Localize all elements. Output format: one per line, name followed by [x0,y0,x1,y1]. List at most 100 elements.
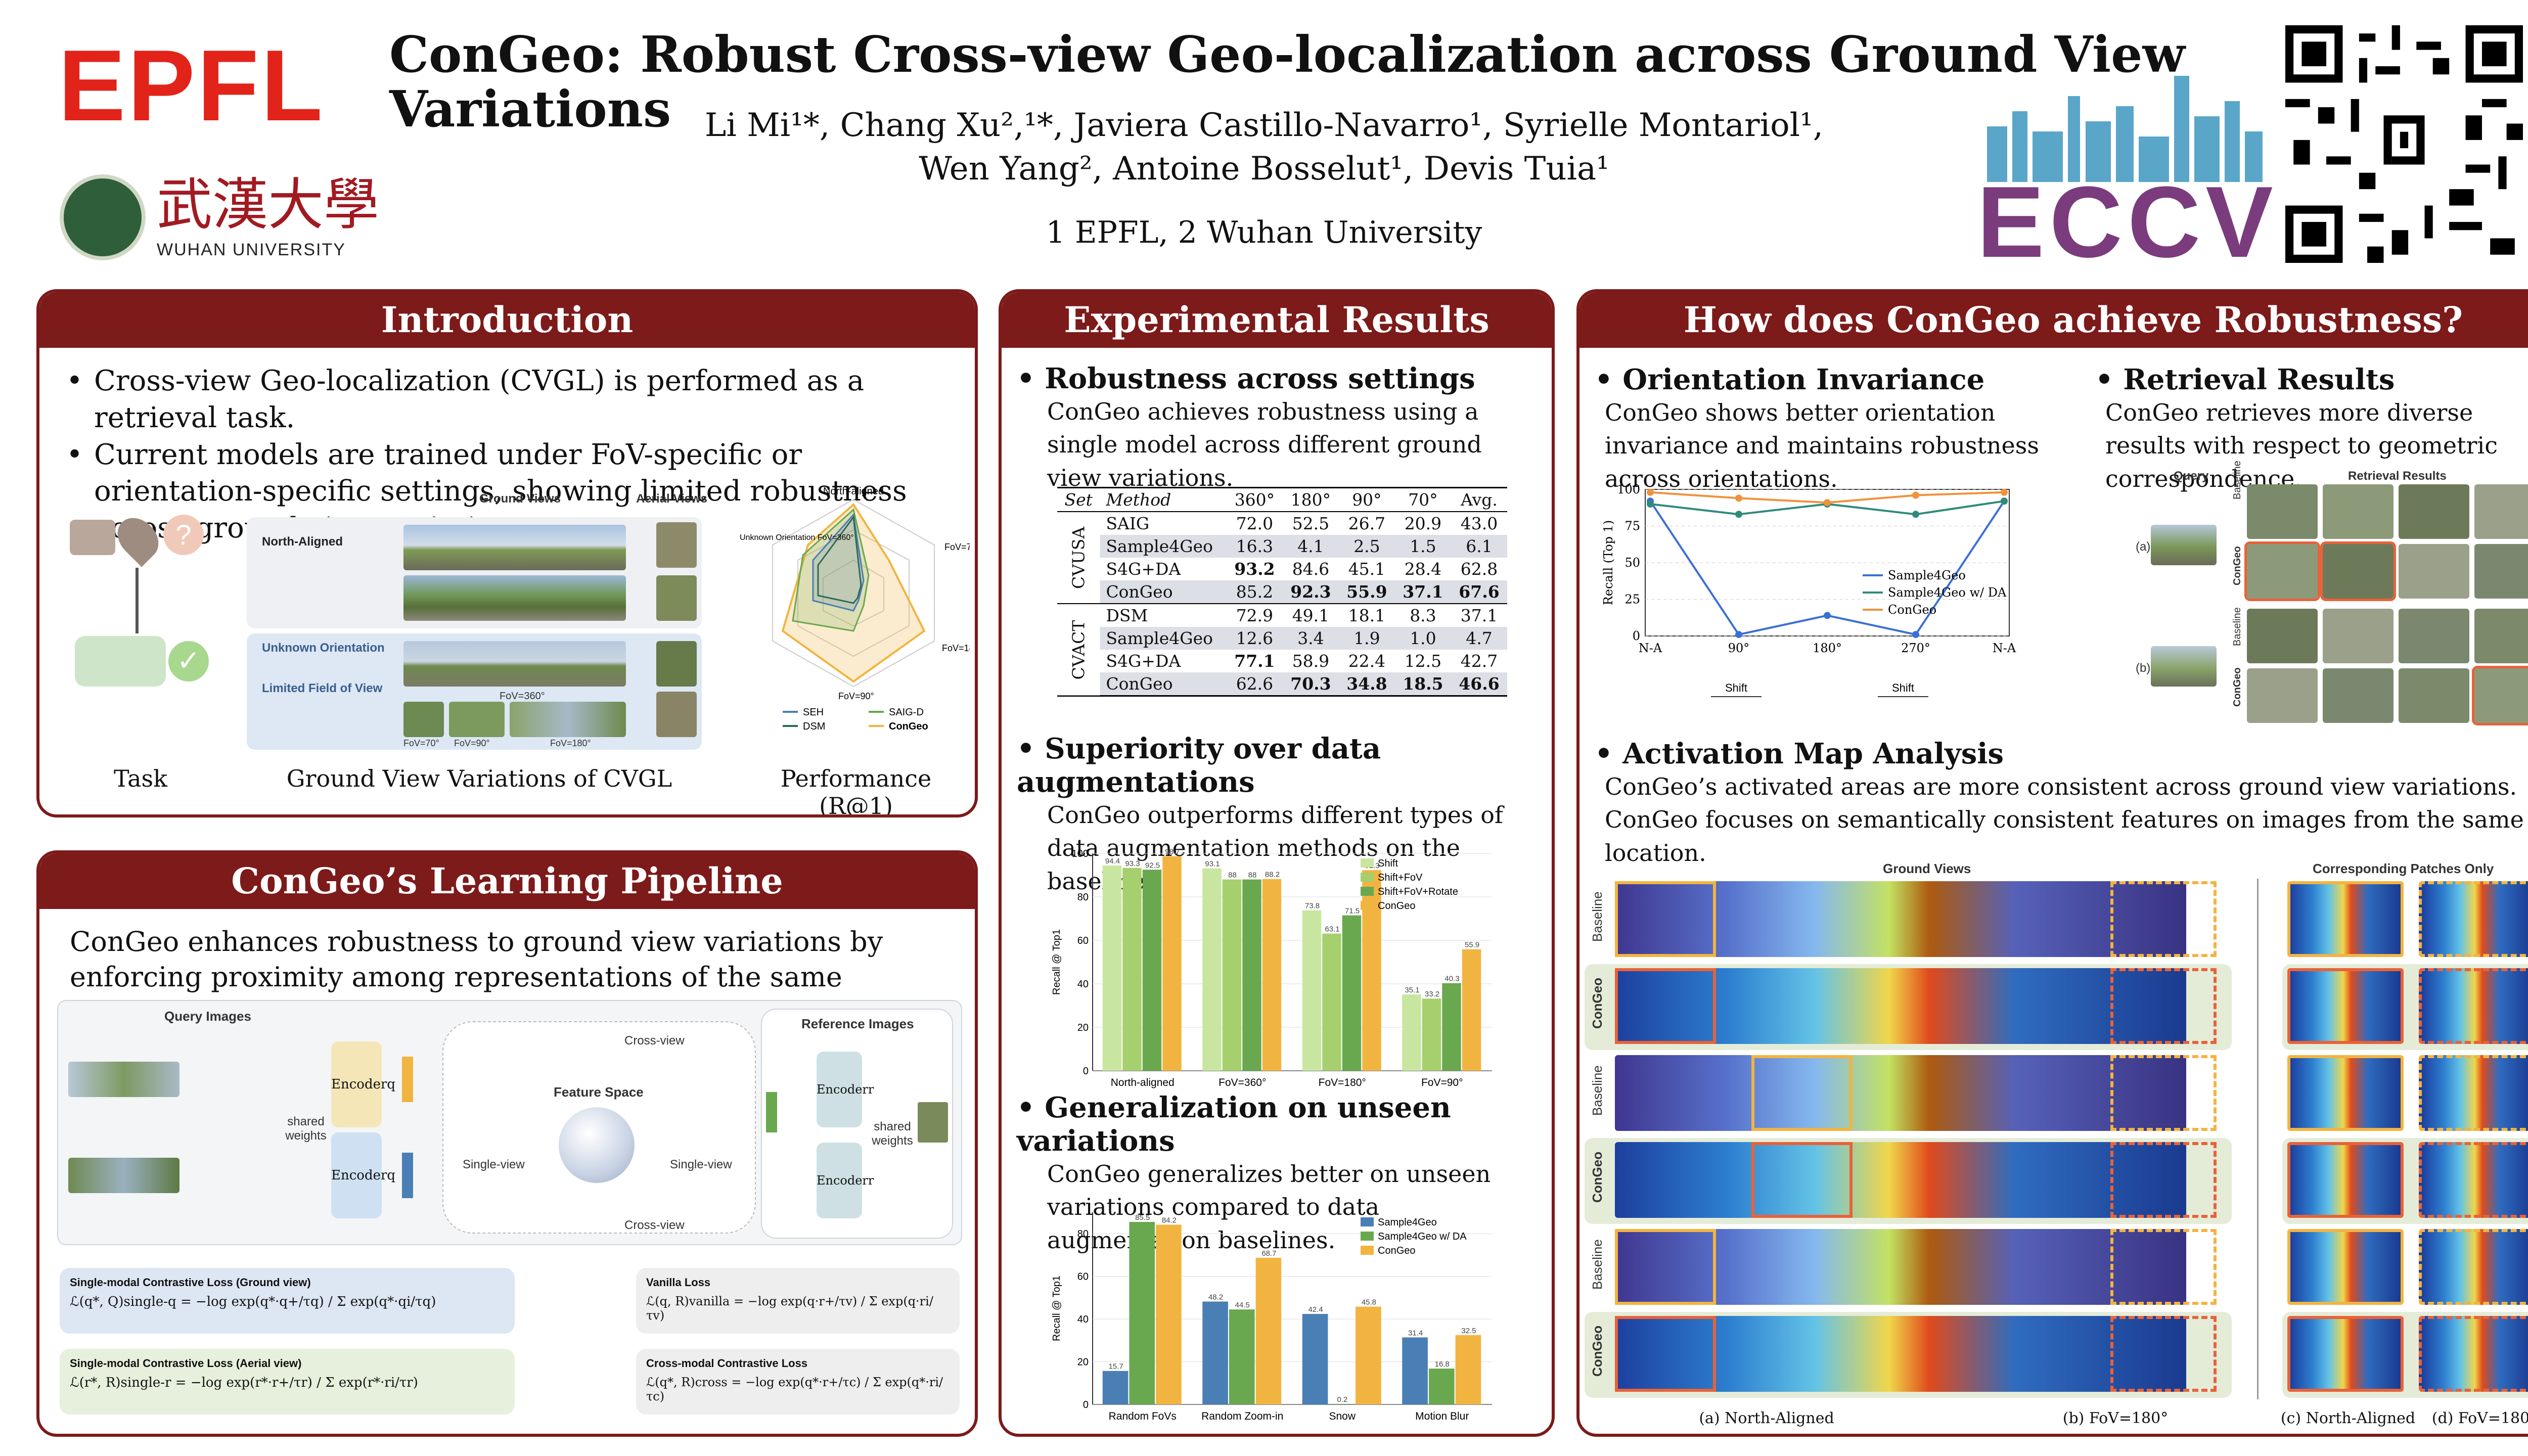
exp-section-1: • Robustness across settings ConGeo achi… [1017,362,1542,494]
exp-s3-title: • Generalization on unseen variations [1017,1091,1451,1158]
table-cell: 55.9 [1338,580,1395,604]
table-cell: 37.1 [1451,603,1507,627]
eccv-skyline-icon [1987,76,2263,182]
rob-s2-text: ConGeo retrieves more diverse results wi… [2105,399,2498,492]
retrieval-result-thumb [2247,609,2318,663]
activation-patch [2419,1316,2528,1392]
bar-value-label: 93.1 [1205,860,1220,869]
table-cell: 2.5 [1338,535,1395,558]
table-cell: 45.1 [1348,559,1386,579]
bar-value-label: 0.2 [1337,1395,1347,1404]
qr-code-icon[interactable] [2285,25,2523,263]
legend-label: Sample4Geo [1378,1217,1437,1228]
bar-value-label: 44.5 [1235,1301,1250,1309]
y-tick-label: 40 [1077,1314,1089,1325]
table-cell: 42.7 [1460,651,1498,671]
table-cell: ConGeo [1100,672,1227,696]
shift-label: Shift [1725,681,1747,694]
bar-value-label: 45.8 [1362,1298,1376,1307]
table-cell: 62.8 [1460,559,1498,579]
bar [1302,910,1322,1071]
bar-value-label: 15.7 [1108,1362,1123,1371]
y-tick-label: 80 [1077,892,1089,903]
exp-s2-title: • Superiority over data augmentations [1017,732,1381,799]
pipeline-panel: ConGeo’s Learning Pipeline ConGeo enhanc… [36,850,978,1437]
bar-value-label: 42.4 [1308,1305,1323,1314]
whu-name-en: WUHAN UNIVERSITY [157,240,346,259]
table-row: ConGeo 62.6 70.3 34.8 18.5 46.6 [1057,672,1507,696]
bar [1142,870,1162,1071]
activation-patch [2419,1229,2528,1305]
act-caption-a: (a) North-Aligned [1699,1409,1834,1427]
x-tick-label: Random FoVs [1109,1410,1177,1422]
table-row: S4G+DA 93.2 84.6 45.1 28.4 62.8 [1057,558,1507,580]
legend-label: ConGeo [1378,900,1416,912]
table-cell: 85.2 [1226,580,1283,604]
experiments-panel: Experimental Results • Robustness across… [999,289,1555,1437]
bar [1255,1257,1282,1404]
bar-value-label: 88 [1248,871,1257,880]
performance-caption: Performance (R@1) [780,765,932,817]
retrieval-results-label: Retrieval Results [2348,469,2447,483]
legend-swatch [1361,1246,1374,1255]
bar [1428,1369,1455,1404]
y-tick-label: 80 [1077,1228,1089,1240]
radar-legend-saigd: SAIG-D [889,707,924,718]
activation-patch [2419,968,2528,1044]
whu-name-cn: 武漢大學 [157,172,379,237]
retrieval-row-label: ConGeo [2232,667,2243,707]
loss-cross: Cross-modal Contrastive Loss ℒ(q*, R)cro… [636,1349,960,1415]
rob-s3-text2: ConGeo focuses on semantically consisten… [1605,806,2524,867]
y-axis-label: Recall @ Top1 [1051,929,1062,995]
activation-map-panorama [1615,1316,2186,1392]
activation-patch [2287,1055,2404,1131]
rob-section-2: • Retrieval Results ConGeo retrieves mor… [2095,363,2528,495]
radar-legend-congeo: ConGeo [889,721,928,732]
table-cell: 70.3 [1282,672,1339,696]
feature-space-label: Feature Space [554,1084,644,1100]
encoder-q-bottom: Encoderq [331,1132,395,1218]
retrieval-result-thumb [2323,484,2394,539]
activation-map-panorama [1615,1142,2186,1218]
table-cell: 52.5 [1292,514,1330,533]
legend-label: Shift+FoV+Rotate [1378,886,1458,897]
y-tick-label: 100 [1072,848,1089,859]
table-cell: 4.1 [1282,535,1339,558]
y-tick-label: 0 [1083,1066,1089,1077]
fov180-label: FoV=180° [550,738,591,748]
table-row: Sample4Geo 12.6 3.4 1.9 1.0 4.7 [1057,627,1507,650]
table-cell: 6.1 [1451,535,1507,558]
retrieval-result-thumb [2247,668,2318,723]
y-tick-label: 20 [1077,1357,1089,1368]
x-tick-label: N-A [1993,641,2016,655]
activation-row-label: Baseline [1590,1065,1605,1116]
retrieval-result-thumb [2399,609,2469,663]
y-tick-label: 20 [1077,1022,1089,1033]
shared-weights-q: shared weights [285,1115,327,1143]
table-cell: 1.5 [1394,535,1451,558]
poster-title: ConGeo: Robust Cross-view Geo-localizati… [389,26,2185,139]
table-cell: 37.1 [1394,580,1451,604]
eccv-logo: ECCV [1977,166,2278,279]
table-cell: 92.3 [1282,580,1339,604]
legend-swatch [1361,887,1374,896]
fov360-label: FoV=360° [500,691,545,702]
x-tick-label: Snow [1329,1410,1356,1422]
table-cell: 77.1 [1234,651,1275,671]
exp-s1-title: • Robustness across settings [1017,362,1475,395]
table-cell: SAIG [1106,514,1150,533]
x-tick-label: Random Zoom-in [1201,1410,1283,1422]
table-cell: 26.7 [1348,514,1386,533]
bar [1262,879,1282,1071]
activation-patch [2419,1142,2528,1218]
table-cell: S4G+DA [1106,651,1181,671]
bar [1422,998,1441,1071]
activation-row-label: ConGeo [1590,1325,1605,1377]
retrieval-result-thumb [2399,544,2469,599]
robustness-panel: How does ConGeo achieve Robustness? • Or… [1576,289,2528,1437]
bar [1242,879,1261,1071]
rob-s3-title: • Activation Map Analysis [1595,737,2004,770]
activation-row-label: Baseline [1590,1239,1605,1290]
bar-value-label: 31.4 [1408,1329,1423,1337]
table-cell: 72.0 [1236,514,1274,533]
